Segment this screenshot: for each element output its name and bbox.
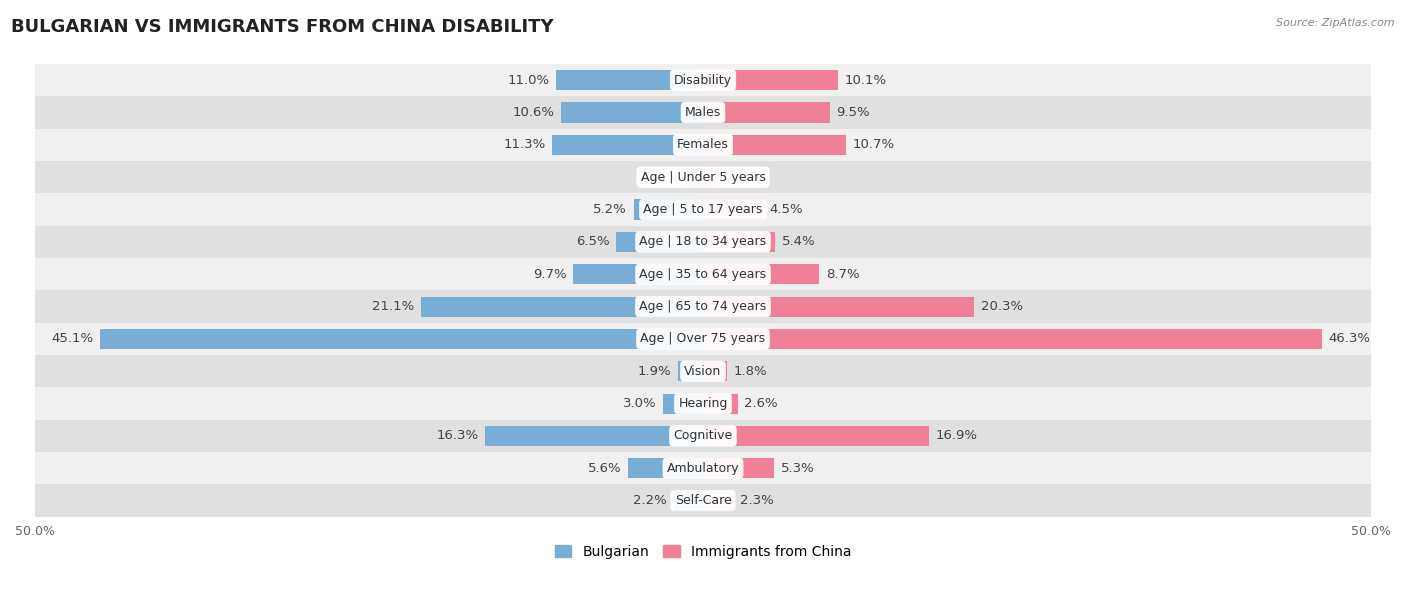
Text: 45.1%: 45.1% [52,332,94,345]
Text: Disability: Disability [673,73,733,87]
Bar [35,64,1371,96]
Bar [35,485,1371,517]
Text: 6.5%: 6.5% [576,236,609,248]
Bar [703,232,775,252]
Bar [553,135,703,155]
Text: 2.2%: 2.2% [633,494,666,507]
Text: Age | 35 to 64 years: Age | 35 to 64 years [640,267,766,281]
Bar [686,167,703,187]
Bar [662,394,703,414]
Bar [703,135,846,155]
Text: 11.0%: 11.0% [508,73,550,87]
Text: 46.3%: 46.3% [1329,332,1371,345]
Bar [35,387,1371,420]
Bar [35,290,1371,323]
Text: 5.4%: 5.4% [782,236,815,248]
Text: Hearing: Hearing [678,397,728,410]
Text: 21.1%: 21.1% [373,300,415,313]
Bar [673,491,703,510]
Text: 16.9%: 16.9% [935,430,977,442]
Text: 11.3%: 11.3% [503,138,546,151]
Bar [35,355,1371,387]
Text: 8.7%: 8.7% [825,267,859,281]
Text: 10.6%: 10.6% [513,106,555,119]
Bar [561,102,703,122]
Legend: Bulgarian, Immigrants from China: Bulgarian, Immigrants from China [550,539,856,564]
Bar [703,264,820,284]
Bar [35,129,1371,161]
Bar [703,458,773,479]
Bar [703,70,838,90]
Text: Age | Under 5 years: Age | Under 5 years [641,171,765,184]
Bar [703,394,738,414]
Text: BULGARIAN VS IMMIGRANTS FROM CHINA DISABILITY: BULGARIAN VS IMMIGRANTS FROM CHINA DISAB… [11,18,554,36]
Bar [703,102,830,122]
Text: 5.2%: 5.2% [593,203,627,216]
Bar [703,297,974,316]
Bar [616,232,703,252]
Bar [35,258,1371,290]
Bar [703,167,716,187]
Text: Age | Over 75 years: Age | Over 75 years [641,332,765,345]
Bar [35,96,1371,129]
Bar [703,200,763,220]
Text: Age | 18 to 34 years: Age | 18 to 34 years [640,236,766,248]
Bar [35,323,1371,355]
Text: 5.3%: 5.3% [780,462,814,475]
Text: 5.6%: 5.6% [588,462,621,475]
Bar [703,361,727,381]
Bar [35,161,1371,193]
Bar [35,226,1371,258]
Text: Ambulatory: Ambulatory [666,462,740,475]
Text: 1.3%: 1.3% [645,171,679,184]
Text: 10.7%: 10.7% [852,138,894,151]
Bar [703,491,734,510]
Bar [555,70,703,90]
Bar [628,458,703,479]
Bar [100,329,703,349]
Bar [574,264,703,284]
Text: Males: Males [685,106,721,119]
Text: Vision: Vision [685,365,721,378]
Text: 1.9%: 1.9% [637,365,671,378]
Text: 1.8%: 1.8% [734,365,768,378]
Bar [678,361,703,381]
Bar [703,426,929,446]
Text: 2.6%: 2.6% [744,397,778,410]
Text: Females: Females [678,138,728,151]
Text: 9.5%: 9.5% [837,106,870,119]
Text: 0.96%: 0.96% [723,171,765,184]
Bar [634,200,703,220]
Bar [35,420,1371,452]
Text: 9.7%: 9.7% [533,267,567,281]
Text: Age | 5 to 17 years: Age | 5 to 17 years [644,203,762,216]
Text: 16.3%: 16.3% [436,430,478,442]
Text: Age | 65 to 74 years: Age | 65 to 74 years [640,300,766,313]
Bar [703,329,1322,349]
Bar [35,452,1371,485]
Text: 4.5%: 4.5% [770,203,803,216]
Bar [35,193,1371,226]
Bar [485,426,703,446]
Text: 3.0%: 3.0% [623,397,657,410]
Text: 10.1%: 10.1% [845,73,887,87]
Text: Self-Care: Self-Care [675,494,731,507]
Text: 2.3%: 2.3% [741,494,775,507]
Bar [422,297,703,316]
Text: 20.3%: 20.3% [981,300,1024,313]
Text: Cognitive: Cognitive [673,430,733,442]
Text: Source: ZipAtlas.com: Source: ZipAtlas.com [1277,18,1395,28]
